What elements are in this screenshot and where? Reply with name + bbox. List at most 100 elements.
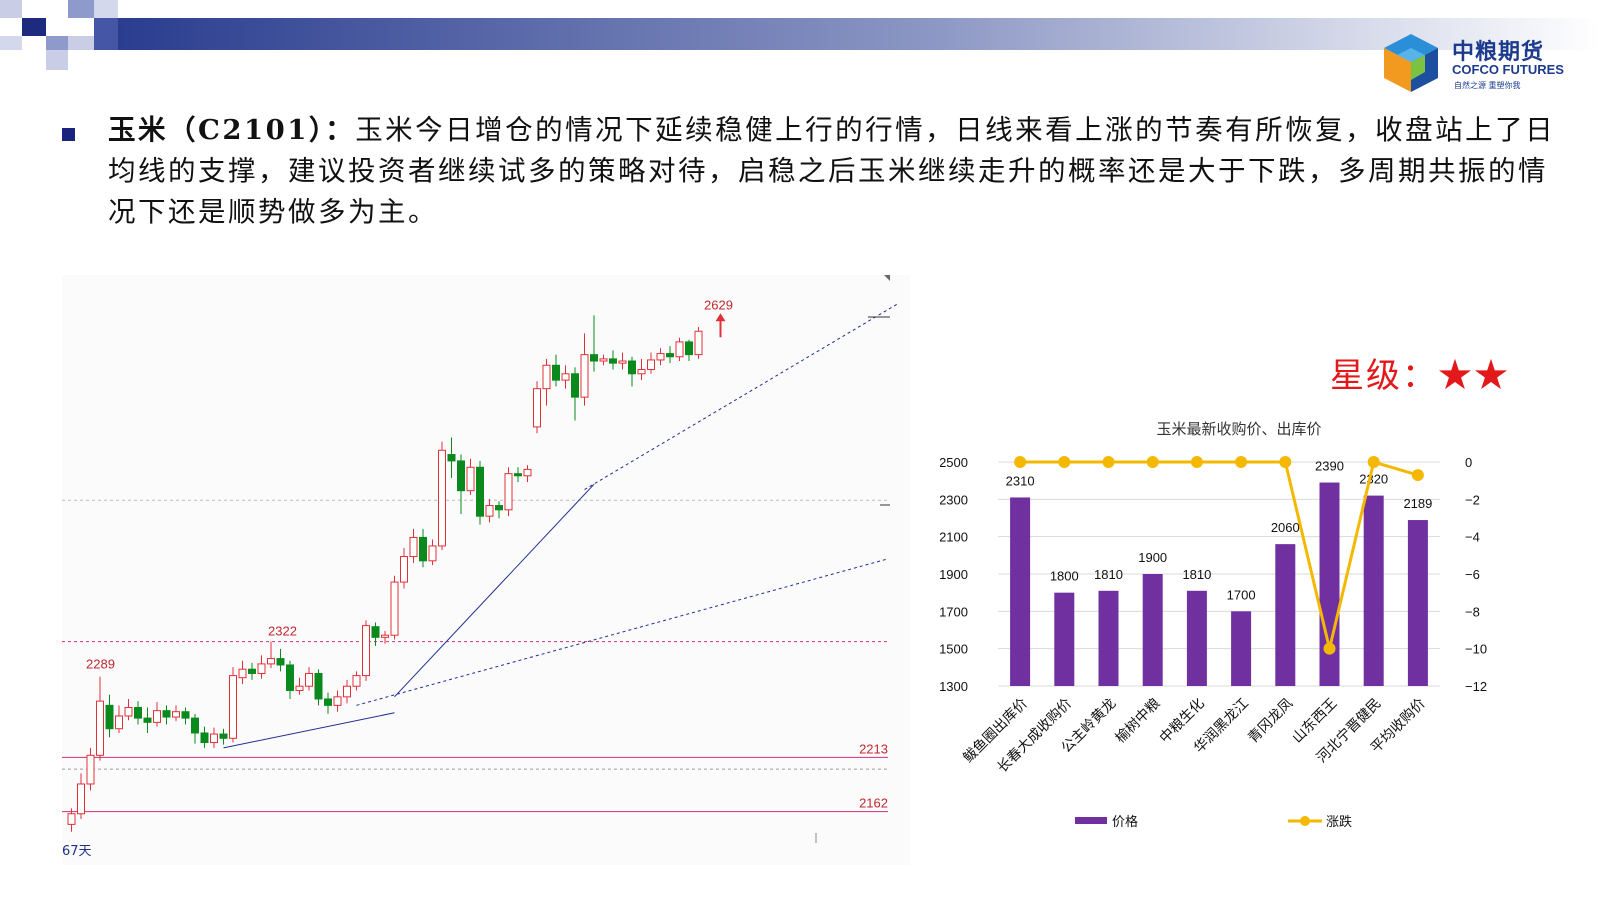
- candle-body: [257, 663, 266, 674]
- price-bar-chart: 玉米最新收购价、出库价 2500 2300 2100 1900 1700 1500 1300 0…: [940, 420, 1487, 830]
- category-label: 榆树中粮: [1113, 696, 1164, 747]
- left-axis-tick: 2300: [940, 492, 968, 507]
- candle-body: [248, 668, 256, 674]
- candle-body: [552, 364, 560, 381]
- high-label-1: 2289: [86, 657, 115, 672]
- candle-body: [191, 717, 199, 734]
- price-data-label: 2060: [1271, 520, 1300, 535]
- bullet-square-icon: [62, 128, 75, 141]
- right-axis-tick: −6: [1465, 567, 1480, 582]
- candle-body: [96, 700, 104, 756]
- candle-body: [590, 354, 598, 362]
- price-data-label: 2320: [1359, 472, 1388, 487]
- candle-body: [542, 364, 551, 390]
- left-axis-tick: 1300: [940, 679, 968, 694]
- candle-body: [656, 353, 665, 361]
- price-bar: [1054, 592, 1075, 686]
- candle-body: [200, 732, 209, 744]
- right-axis-tick: −12: [1465, 679, 1487, 694]
- left-axis-tick: 1500: [940, 642, 968, 657]
- candle-body: [495, 505, 503, 511]
- price-data-label: 1810: [1094, 567, 1123, 582]
- price-bar: [1275, 544, 1296, 686]
- price-data-label: 2189: [1403, 496, 1432, 511]
- change-point: [1146, 456, 1159, 468]
- candle-body: [105, 704, 114, 730]
- price-bar: [1319, 482, 1340, 686]
- candle-body: [295, 685, 304, 691]
- candle-body: [438, 449, 446, 547]
- candle-body: [115, 715, 123, 730]
- candle-body: [181, 711, 190, 719]
- candle-body: [618, 360, 627, 364]
- candle-body: [143, 717, 152, 723]
- commentary-paragraph: 玉米（C2101）：玉米今日增仓的情况下延续稳健上行的行情，日线来看上涨的节奏有…: [108, 110, 1568, 233]
- change-point: [1235, 456, 1248, 468]
- candle-body: [67, 813, 76, 825]
- change-point: [1279, 456, 1292, 468]
- candle-body: [561, 373, 570, 381]
- star-rating: 星级：★★: [1330, 348, 1510, 397]
- rating-stars: ★★: [1438, 356, 1510, 396]
- change-line: [1020, 460, 1419, 650]
- change-point: [1058, 456, 1071, 468]
- candle-body: [314, 672, 323, 700]
- trendline-2: [394, 483, 595, 698]
- candle-body: [685, 341, 693, 356]
- change-point: [1102, 456, 1115, 468]
- left-axis-tick: 1700: [940, 604, 968, 619]
- legend-marker-change: [1300, 816, 1310, 826]
- left-axis-tick: 2100: [940, 530, 968, 545]
- candle-body: [609, 358, 617, 364]
- candle-body: [276, 658, 285, 666]
- commentary-text: 玉米今日增仓的情况下延续稳健上行的行情，日线来看上涨的节奏有所恢复，收盘站上了日…: [108, 114, 1556, 228]
- candle-body: [381, 634, 389, 638]
- price-data-label: 1700: [1227, 587, 1256, 602]
- category-label: 青冈龙凤: [1245, 696, 1296, 747]
- candle-body: [77, 783, 85, 815]
- change-point: [1014, 456, 1027, 468]
- candle-body: [514, 473, 522, 477]
- candlestick-chart: 2289 2322 2629 2213 2162 67天: [62, 275, 910, 865]
- candle-body: [305, 672, 313, 687]
- candle-body: [428, 545, 437, 562]
- price-bar: [1186, 590, 1207, 686]
- price-data-label: 1900: [1138, 550, 1167, 565]
- candle-body: [124, 706, 133, 717]
- trendline-long: [356, 558, 889, 706]
- commentary-lead: 玉米（C2101）：: [108, 114, 356, 146]
- candle-body: [229, 675, 237, 739]
- price-bar: [1407, 520, 1428, 686]
- candle-body: [324, 698, 332, 706]
- candle-body: [400, 556, 408, 583]
- change-point: [1190, 456, 1203, 468]
- candle-body: [409, 536, 418, 558]
- candle-body: [476, 466, 484, 517]
- logo-name-cn: 中粮期货: [1452, 40, 1545, 65]
- bar-chart-title: 玉米最新收购价、出库价: [1156, 420, 1321, 438]
- right-axis-tick: 0: [1465, 455, 1472, 470]
- candle-body: [162, 710, 171, 718]
- candle-body: [267, 658, 275, 665]
- candle-body: [352, 675, 361, 687]
- left-axis-tick: 1900: [940, 567, 968, 582]
- change-point: [1367, 456, 1380, 468]
- candle-body: [371, 626, 380, 638]
- level-label-2: 2162: [859, 796, 888, 811]
- candle-body: [238, 668, 247, 679]
- header-banner: [0, 0, 1600, 70]
- right-axis-tick: −10: [1465, 642, 1487, 657]
- candle-body: [447, 454, 456, 462]
- logo-slogan: 自然之源 重塑你我: [1454, 81, 1521, 90]
- level-label-1: 2213: [859, 741, 888, 756]
- candle-body: [210, 733, 218, 744]
- candle-body: [523, 468, 532, 477]
- candle-body: [675, 341, 684, 358]
- candle-body: [571, 373, 579, 398]
- cofco-futures-logo: 中粮期货 COFCO FUTURES 自然之源 重塑你我: [1378, 30, 1588, 96]
- price-bar: [1142, 574, 1163, 686]
- change-point: [1411, 469, 1424, 482]
- candle-body: [580, 354, 589, 398]
- price-data-label: 1810: [1182, 567, 1211, 582]
- candle-body: [457, 460, 465, 492]
